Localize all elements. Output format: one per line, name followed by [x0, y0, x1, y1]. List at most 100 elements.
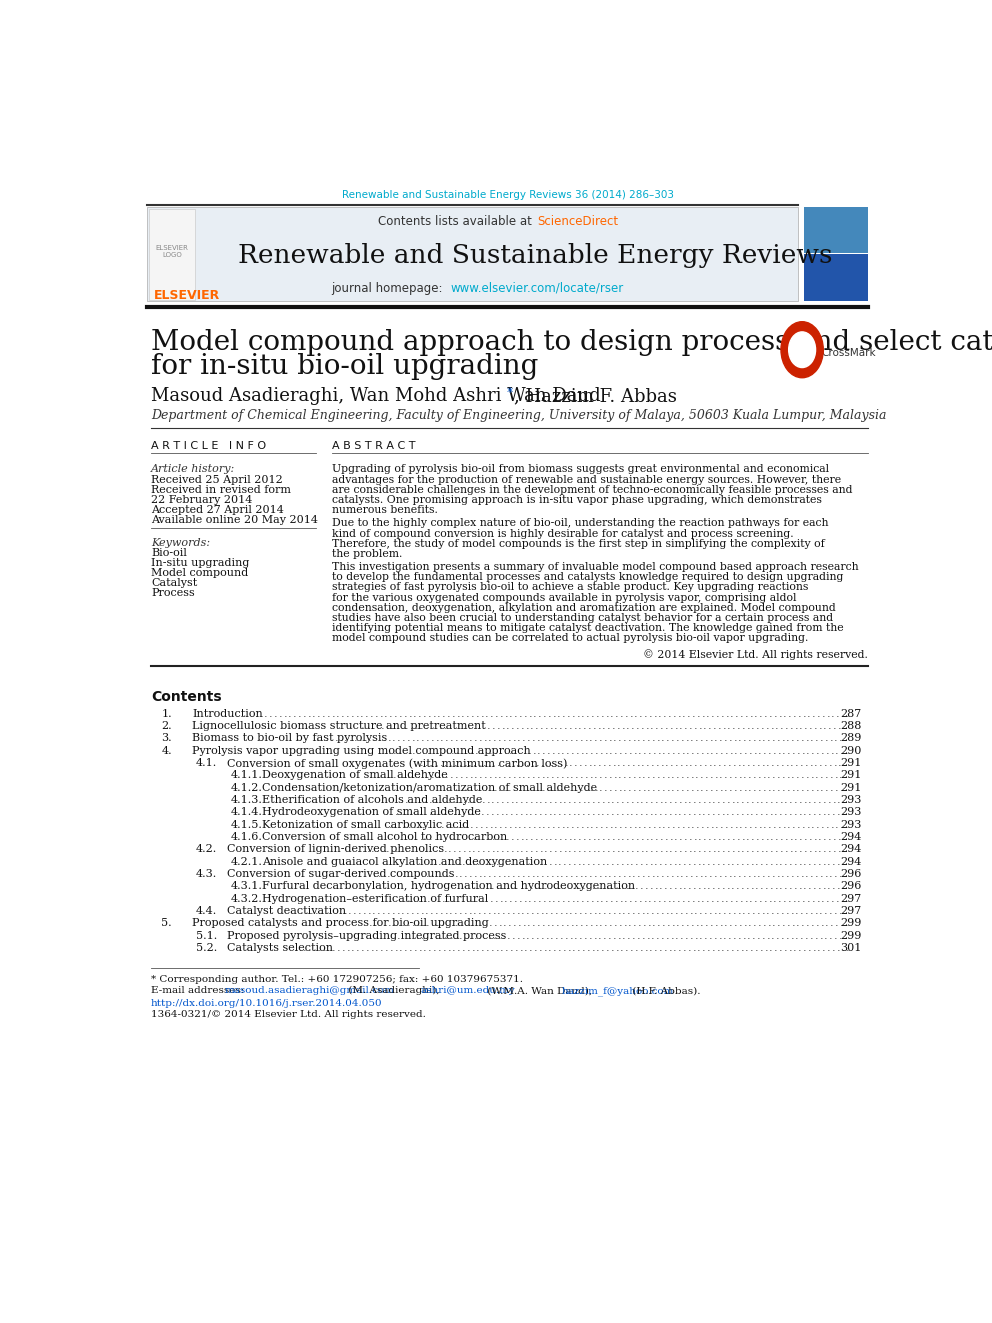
Text: .: . — [789, 807, 793, 818]
Text: .: . — [584, 930, 587, 941]
Text: .: . — [640, 943, 643, 953]
Text: .: . — [782, 918, 786, 929]
Text: .: . — [442, 943, 446, 953]
Text: .: . — [512, 906, 515, 916]
Text: .: . — [564, 758, 567, 769]
Text: .: . — [344, 733, 348, 744]
Text: .: . — [425, 721, 428, 732]
Text: .: . — [814, 869, 818, 878]
Text: .: . — [656, 930, 660, 941]
Text: .: . — [674, 807, 677, 818]
Text: .: . — [582, 844, 586, 855]
Text: .: . — [603, 869, 607, 878]
Text: .: . — [569, 930, 573, 941]
Text: .: . — [542, 746, 546, 755]
Text: .: . — [820, 770, 823, 781]
Text: Conversion of small oxygenates (with minimum carbon loss): Conversion of small oxygenates (with min… — [227, 758, 567, 769]
Text: .: . — [577, 857, 581, 867]
Text: .: . — [772, 918, 776, 929]
Text: .: . — [555, 721, 558, 732]
Text: Keywords:: Keywords: — [151, 537, 210, 548]
Text: .: . — [758, 783, 761, 792]
Text: .: . — [749, 893, 753, 904]
Text: .: . — [774, 709, 777, 718]
Text: .: . — [561, 893, 565, 904]
Text: .: . — [585, 893, 589, 904]
Text: .: . — [563, 721, 567, 732]
Text: .: . — [755, 943, 759, 953]
Text: .: . — [392, 869, 396, 878]
Text: .: . — [777, 869, 780, 878]
Text: .: . — [746, 844, 750, 855]
Text: .: . — [826, 709, 830, 718]
Text: .: . — [552, 918, 555, 929]
Text: .: . — [599, 733, 602, 744]
Text: .: . — [716, 943, 720, 953]
Text: .: . — [699, 906, 702, 916]
Text: .: . — [447, 943, 451, 953]
Text: .: . — [421, 906, 424, 916]
Text: .: . — [471, 881, 475, 892]
Text: .: . — [843, 930, 847, 941]
Text: .: . — [524, 943, 528, 953]
Text: .: . — [383, 733, 386, 744]
Text: .: . — [829, 869, 833, 878]
Text: .: . — [717, 795, 720, 806]
Text: .: . — [810, 770, 814, 781]
Text: .: . — [751, 832, 755, 841]
Text: .: . — [767, 869, 771, 878]
Text: Anisole and guaiacol alkylation and deoxygenation: Anisole and guaiacol alkylation and deox… — [262, 857, 548, 867]
Text: .: . — [794, 844, 798, 855]
Text: Due to the highly complex nature of bio-oil, understanding the reaction pathways: Due to the highly complex nature of bio-… — [331, 519, 828, 528]
Text: .: . — [567, 943, 571, 953]
Text: .: . — [679, 795, 682, 806]
Text: .: . — [844, 733, 847, 744]
Text: .: . — [568, 844, 571, 855]
Text: .: . — [824, 770, 828, 781]
Text: .: . — [676, 770, 680, 781]
Text: .: . — [823, 758, 827, 769]
Text: .: . — [655, 832, 659, 841]
Text: .: . — [365, 709, 369, 718]
Text: .: . — [752, 930, 756, 941]
Text: .: . — [571, 893, 575, 904]
Text: .: . — [537, 733, 540, 744]
Text: .: . — [779, 881, 783, 892]
Text: .: . — [837, 881, 840, 892]
Text: .: . — [427, 918, 430, 929]
Text: .: . — [750, 857, 754, 867]
Text: .: . — [583, 832, 586, 841]
Text: .: . — [438, 844, 442, 855]
Text: .: . — [741, 807, 744, 818]
Text: .: . — [480, 893, 484, 904]
Text: .: . — [820, 746, 824, 755]
FancyBboxPatch shape — [147, 206, 799, 302]
Text: .: . — [398, 820, 402, 830]
Text: .: . — [797, 746, 801, 755]
Text: .: . — [604, 820, 608, 830]
Text: .: . — [498, 869, 501, 878]
Text: .: . — [801, 783, 805, 792]
Text: .: . — [434, 857, 436, 867]
Text: .: . — [512, 930, 516, 941]
Text: .: . — [761, 758, 765, 769]
Text: .: . — [432, 893, 435, 904]
Text: .: . — [333, 906, 337, 916]
Text: 4.3.: 4.3. — [196, 869, 217, 878]
Text: .: . — [661, 906, 665, 916]
Text: .: . — [786, 906, 789, 916]
Text: .: . — [348, 906, 352, 916]
Text: .: . — [842, 844, 846, 855]
Text: .: . — [738, 930, 741, 941]
Text: .: . — [606, 857, 610, 867]
Text: .: . — [686, 746, 689, 755]
Text: .: . — [710, 746, 714, 755]
Text: .: . — [782, 770, 786, 781]
Text: .: . — [597, 795, 600, 806]
Text: .: . — [334, 733, 338, 744]
Text: .: . — [463, 906, 467, 916]
Text: .: . — [615, 943, 619, 953]
Text: .: . — [411, 930, 415, 941]
Text: .: . — [820, 783, 823, 792]
Text: .: . — [647, 783, 651, 792]
